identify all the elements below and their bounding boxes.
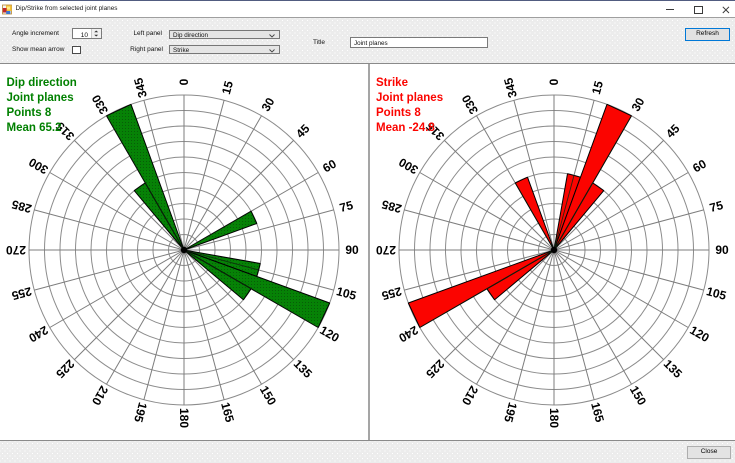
svg-text:0: 0 <box>547 78 561 85</box>
svg-text:105: 105 <box>705 284 728 303</box>
svg-text:300: 300 <box>396 155 421 177</box>
svg-text:225: 225 <box>423 357 447 381</box>
svg-text:180: 180 <box>547 408 561 428</box>
svg-text:210: 210 <box>89 383 111 408</box>
svg-text:150: 150 <box>627 383 649 408</box>
svg-text:285: 285 <box>380 197 403 216</box>
svg-text:15: 15 <box>589 79 606 96</box>
svg-text:195: 195 <box>501 401 520 424</box>
svg-text:210: 210 <box>459 383 481 408</box>
svg-text:135: 135 <box>291 357 315 381</box>
svg-text:75: 75 <box>338 198 355 215</box>
svg-text:345: 345 <box>131 76 150 99</box>
svg-text:300: 300 <box>26 155 51 177</box>
svg-text:195: 195 <box>131 401 150 424</box>
svg-text:45: 45 <box>663 121 683 141</box>
svg-text:75: 75 <box>708 198 725 215</box>
svg-text:150: 150 <box>257 383 279 408</box>
svg-text:120: 120 <box>317 323 342 345</box>
svg-text:60: 60 <box>690 156 709 175</box>
svg-text:120: 120 <box>687 323 712 345</box>
svg-text:345: 345 <box>501 76 520 99</box>
svg-text:330: 330 <box>89 92 111 117</box>
svg-text:90: 90 <box>345 243 359 257</box>
svg-text:105: 105 <box>335 284 358 303</box>
svg-text:90: 90 <box>715 243 729 257</box>
svg-text:225: 225 <box>53 357 77 381</box>
svg-text:270: 270 <box>6 243 26 257</box>
svg-text:240: 240 <box>26 323 51 345</box>
svg-text:30: 30 <box>629 95 648 114</box>
svg-text:270: 270 <box>376 243 396 257</box>
svg-text:45: 45 <box>293 121 313 141</box>
svg-text:255: 255 <box>10 284 33 303</box>
svg-text:285: 285 <box>10 197 33 216</box>
svg-text:30: 30 <box>259 95 278 114</box>
svg-text:165: 165 <box>218 401 237 424</box>
svg-text:60: 60 <box>320 156 339 175</box>
svg-text:330: 330 <box>459 92 481 117</box>
svg-text:165: 165 <box>588 401 607 424</box>
svg-text:255: 255 <box>380 284 403 303</box>
svg-text:135: 135 <box>661 357 685 381</box>
svg-text:15: 15 <box>219 79 236 96</box>
svg-text:180: 180 <box>177 408 191 428</box>
svg-text:240: 240 <box>396 323 421 345</box>
svg-text:0: 0 <box>177 78 191 85</box>
